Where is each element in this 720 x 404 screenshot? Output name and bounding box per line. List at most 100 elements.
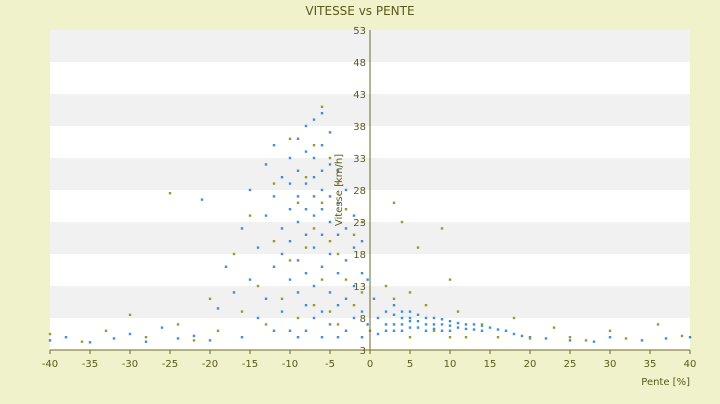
data-point [296, 220, 300, 224]
data-point [264, 163, 268, 166]
data-point [296, 291, 300, 294]
data-point [160, 326, 164, 329]
data-point [208, 297, 212, 300]
x-tick-label: 25 [564, 359, 577, 370]
data-point [328, 310, 332, 313]
data-point [256, 316, 260, 320]
data-point [392, 297, 396, 300]
data-point [256, 284, 260, 288]
data-point [352, 233, 356, 236]
data-point [384, 323, 388, 326]
data-point [264, 323, 268, 326]
x-tick-label: -5 [325, 359, 335, 370]
data-point [312, 304, 316, 307]
y-tick-label: 13 [353, 282, 366, 293]
data-point [624, 337, 628, 340]
data-point [352, 304, 356, 307]
data-point [568, 336, 572, 339]
y-tick-label: 8 [360, 314, 366, 325]
data-point [264, 297, 268, 300]
data-point [336, 182, 340, 185]
data-point [376, 316, 380, 320]
data-point [512, 332, 516, 336]
data-point [336, 169, 340, 172]
data-point [584, 339, 588, 342]
data-point [328, 220, 332, 224]
data-point [384, 310, 388, 313]
data-point [440, 323, 444, 326]
x-tick-label: 0 [367, 359, 373, 370]
data-point [464, 336, 468, 339]
data-point [128, 313, 132, 316]
data-point [336, 272, 340, 275]
data-point [144, 336, 148, 339]
data-point [312, 195, 316, 198]
data-point [640, 339, 644, 342]
data-point [64, 336, 68, 339]
x-tick-label: -40 [42, 359, 58, 370]
data-point [312, 227, 316, 230]
data-point [192, 339, 196, 342]
data-point [304, 233, 308, 236]
data-point [144, 340, 148, 343]
data-point [128, 332, 132, 336]
data-point [448, 336, 452, 339]
x-tick-label: -25 [162, 359, 178, 370]
data-point [320, 169, 324, 172]
data-point [328, 131, 332, 134]
data-point [400, 329, 404, 332]
data-point [304, 304, 308, 307]
data-point [456, 321, 460, 325]
data-point [376, 332, 380, 336]
data-point [352, 284, 356, 288]
data-point [328, 323, 332, 326]
data-point [304, 246, 308, 249]
data-point [216, 307, 220, 310]
x-tick-label: -30 [122, 359, 138, 370]
data-point [240, 336, 244, 339]
data-point [512, 316, 516, 320]
data-point [432, 327, 436, 331]
data-point [248, 188, 252, 192]
data-point [360, 272, 364, 275]
data-point [344, 259, 348, 262]
data-point [312, 284, 316, 288]
data-point [392, 201, 396, 204]
data-point [296, 336, 300, 339]
data-point [432, 323, 436, 326]
data-point [328, 156, 332, 160]
data-point [312, 246, 316, 249]
data-point [440, 227, 444, 230]
data-point [528, 336, 532, 339]
data-point [352, 246, 356, 249]
data-point [304, 272, 308, 275]
data-point [312, 156, 316, 160]
data-point [456, 326, 460, 329]
data-point [360, 291, 364, 294]
data-point [320, 310, 324, 313]
data-point [448, 320, 452, 323]
data-point [432, 316, 436, 320]
y-tick-label: 38 [353, 122, 366, 133]
data-point [360, 336, 364, 339]
data-point [232, 252, 236, 256]
x-tick-label: 40 [684, 359, 697, 370]
data-point [216, 329, 220, 332]
y-tick-label: 48 [353, 58, 366, 69]
data-point [400, 310, 404, 313]
data-point [232, 291, 236, 294]
data-point [424, 323, 428, 326]
data-point [280, 310, 284, 313]
data-point [200, 198, 204, 201]
data-point [296, 316, 300, 320]
y-tick-label: 3 [360, 346, 366, 357]
data-point [456, 310, 460, 313]
data-point [320, 144, 324, 147]
data-point [408, 326, 412, 329]
data-point [592, 340, 596, 343]
data-point [288, 259, 292, 262]
data-point [280, 176, 284, 179]
data-point [280, 227, 284, 230]
data-point [408, 316, 412, 320]
